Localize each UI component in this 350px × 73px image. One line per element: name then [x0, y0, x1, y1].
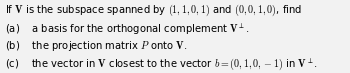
Text: (c)    the vector in $\mathbf{V}$ closest to the vector $b = (0, 1, 0, -1)$ in $: (c) the vector in $\mathbf{V}$ closest t… [5, 57, 317, 72]
Text: If $\mathbf{V}$ is the subspace spanned by $(1, 1, 0, 1)$ and $(0, 0, 1, 0)$, fi: If $\mathbf{V}$ is the subspace spanned … [5, 2, 302, 18]
Text: (b)    the projection matrix $P$ onto $\mathbf{V}$.: (b) the projection matrix $P$ onto $\mat… [5, 39, 187, 53]
Text: (a)    a basis for the orthogonal complement $\mathbf{V}^{\perp}$.: (a) a basis for the orthogonal complemen… [5, 22, 250, 37]
